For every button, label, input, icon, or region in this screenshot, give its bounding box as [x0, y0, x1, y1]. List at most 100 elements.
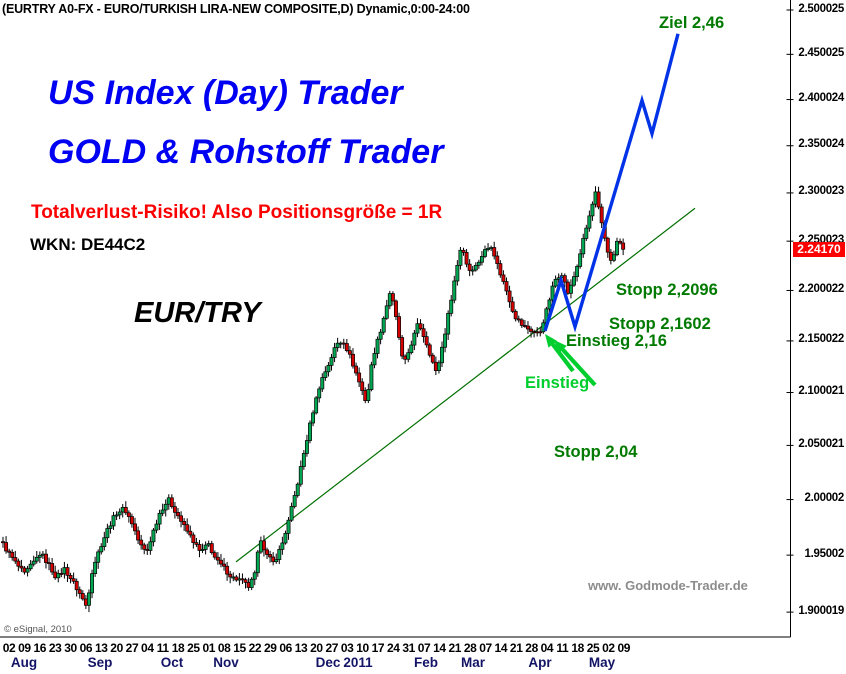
week-label: 10	[356, 641, 369, 655]
candle-body	[136, 530, 141, 541]
candle-body	[280, 542, 285, 550]
candle-body	[562, 275, 567, 283]
einstieg-arrow-label: Einstieg	[525, 374, 590, 392]
week-label: 22	[248, 641, 262, 655]
candle-body	[372, 353, 377, 366]
week-label: 11	[156, 641, 169, 655]
candle-body	[360, 381, 365, 391]
candle-body	[436, 362, 441, 371]
candle-body	[467, 263, 472, 271]
candle-body	[31, 560, 36, 565]
candle-body	[409, 344, 414, 354]
candle-body	[476, 261, 481, 266]
candle-body	[510, 301, 515, 312]
candle-body	[298, 466, 303, 485]
y-axis-label: 2.100021	[798, 385, 844, 398]
stopp-204-label: Stopp 2,04	[554, 443, 638, 461]
candle-body	[495, 255, 500, 264]
candle-body	[225, 565, 230, 575]
y-axis-label: 2.400024	[798, 92, 844, 105]
y-axis-label: 2.500025	[798, 2, 844, 15]
candle-body	[292, 495, 297, 507]
candle-body	[479, 256, 484, 263]
einstieg-216-label: Einstieg 2,16	[566, 332, 667, 350]
week-label: 09	[617, 641, 631, 655]
candle-body	[265, 549, 269, 555]
candle-body	[446, 312, 451, 335]
candle-body	[492, 247, 497, 257]
candle-body	[486, 247, 491, 250]
y-axis-label: 1.95002	[804, 547, 845, 560]
candle-body	[572, 276, 576, 286]
week-label: 29	[264, 641, 277, 655]
week-label: 27	[325, 641, 339, 655]
candle-body	[363, 390, 368, 401]
watermark: www. Godmode-Trader.de	[588, 578, 748, 593]
candle-body	[277, 549, 282, 560]
candle-body	[452, 280, 457, 301]
trendline	[235, 207, 696, 563]
candle-body	[464, 252, 469, 265]
candle-body	[71, 578, 76, 582]
y-axis-label: 2.450025	[798, 46, 844, 59]
candle-body	[400, 337, 405, 357]
candle-body	[621, 242, 626, 250]
stopp-22096-label: Stopp 2,2096	[616, 281, 718, 299]
candle-body	[329, 357, 334, 366]
candle-body	[163, 503, 168, 511]
candle-body	[246, 582, 251, 588]
candle-body	[19, 565, 24, 569]
candle-body	[501, 274, 506, 282]
candle-body	[169, 497, 174, 508]
candle-body	[108, 525, 113, 529]
candle-body	[575, 266, 580, 277]
candle-body	[194, 542, 199, 545]
candle-body	[553, 278, 558, 287]
month-label: Nov	[213, 655, 239, 670]
month-label: Apr	[528, 655, 552, 670]
candle-body	[148, 541, 153, 551]
candle-body	[176, 512, 180, 517]
candle-body	[424, 336, 429, 346]
candle-body	[268, 554, 273, 558]
week-label: 02	[2, 641, 16, 655]
candle-body	[215, 556, 220, 561]
week-label: 11	[556, 641, 569, 655]
candle-body	[151, 529, 156, 543]
candle-body	[375, 338, 380, 354]
candle-body	[519, 319, 524, 326]
candle-body	[384, 305, 389, 319]
candle-body	[142, 544, 147, 550]
candle-body	[74, 580, 79, 591]
symbol-label: EUR/TRY	[134, 297, 261, 329]
candle-body	[430, 354, 435, 363]
candle-body	[286, 519, 291, 534]
month-label: Feb	[413, 655, 439, 670]
candle-body	[166, 497, 171, 505]
candle-body	[25, 568, 30, 573]
candle-body	[44, 553, 48, 563]
candle-body	[179, 515, 184, 522]
candle-body	[4, 542, 9, 552]
candle-body	[526, 325, 530, 330]
week-label: 06	[79, 641, 93, 655]
week-label: 20	[110, 641, 123, 655]
candle-body	[599, 206, 604, 224]
candle-body	[618, 240, 623, 244]
candle-body	[455, 264, 460, 282]
candle-body	[13, 557, 18, 562]
candle-body	[314, 397, 319, 414]
week-label: 30	[64, 641, 77, 655]
week-label: 04	[141, 641, 154, 655]
candle-body	[172, 506, 177, 513]
entry-arrow-head	[545, 334, 558, 348]
week-label: 06	[279, 641, 292, 655]
candle-body	[283, 533, 288, 544]
candle-body	[366, 389, 371, 401]
headline-us-index-trader: US Index (Day) Trader	[48, 74, 403, 112]
candle-body	[338, 342, 343, 345]
week-label: 14	[494, 641, 508, 655]
week-label: 01	[202, 641, 216, 655]
candle-body	[406, 352, 411, 360]
candle-body	[538, 331, 543, 334]
